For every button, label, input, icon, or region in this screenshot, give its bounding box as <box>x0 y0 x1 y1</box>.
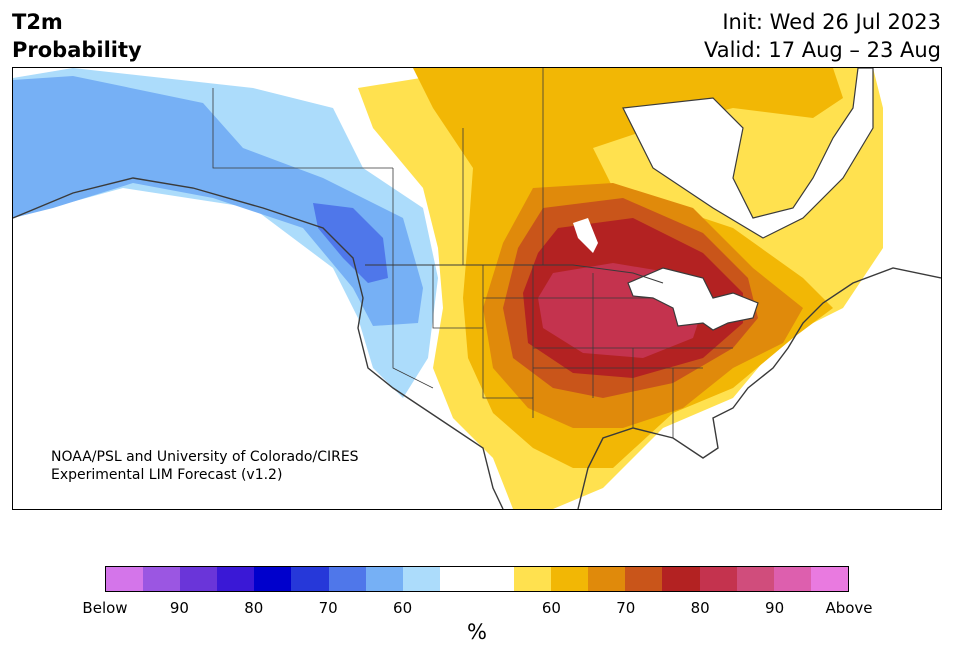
colorbar-segment <box>551 567 589 591</box>
us-canada-border <box>365 264 664 284</box>
colorbar-tick-label: Below <box>82 599 128 617</box>
credit-line-1: NOAA/PSL and University of Colorado/CIRE… <box>51 449 359 465</box>
colorbar-segment <box>254 567 292 591</box>
colorbar <box>105 566 849 592</box>
colorbar-segment <box>773 567 811 591</box>
colorbar-segment <box>106 567 144 591</box>
colorbar-tick-label: 60 <box>393 599 413 617</box>
colorbar-tick-label: 70 <box>616 599 636 617</box>
colorbar-segment <box>810 567 848 591</box>
credit-text: NOAA/PSL and University of Colorado/CIRE… <box>51 448 359 484</box>
colorbar-tick-label: 60 <box>541 599 561 617</box>
colorbar-segment <box>402 567 440 591</box>
colorbar-segment <box>365 567 403 591</box>
colorbar-tick-label: 90 <box>765 599 785 617</box>
below-70-region <box>13 76 423 326</box>
forecast-dates: Init: Wed 26 Jul 2023 Valid: 17 Aug – 23… <box>704 8 941 64</box>
colorbar-tick-label: Above <box>825 599 873 617</box>
colorbar-segment <box>180 567 218 591</box>
colorbar-tick-label: 80 <box>244 599 264 617</box>
great-lakes <box>627 267 759 331</box>
probability-map: NOAA/PSL and University of Colorado/CIRE… <box>12 67 942 510</box>
variable-title: T2m <box>12 10 63 34</box>
below-80-region <box>313 203 388 283</box>
colorbar-segment <box>588 567 626 591</box>
colorbar-tick-label: 70 <box>318 599 338 617</box>
colorbar-segment <box>328 567 366 591</box>
colorbar-segment <box>514 567 552 591</box>
colorbar-segment <box>662 567 700 591</box>
lake-winnipeg <box>573 218 598 253</box>
colorbar-segment <box>476 567 515 591</box>
valid-date: Valid: 17 Aug – 23 Aug <box>703 38 941 62</box>
colorbar-segment <box>439 567 477 591</box>
colorbar-segment <box>699 567 737 591</box>
colorbar-segment <box>736 567 774 591</box>
colorbar-segment <box>291 567 329 591</box>
west-coastline <box>13 177 504 509</box>
state-borders <box>212 68 733 438</box>
credit-line-2: Experimental LIM Forecast (v1.2) <box>51 467 283 483</box>
init-date: Init: Wed 26 Jul 2023 <box>722 10 941 34</box>
colorbar-tick-label: 80 <box>690 599 710 617</box>
colorbar-unit: % <box>467 620 487 644</box>
east-coastline <box>577 267 941 509</box>
colorbar-segment <box>625 567 663 591</box>
kind-title: Probability <box>12 38 142 62</box>
colorbar-tick-label: 90 <box>169 599 189 617</box>
hudson-bay <box>622 68 874 239</box>
map-title: T2m Probability <box>12 8 142 64</box>
colorbar-segment <box>143 567 181 591</box>
colorbar-segment <box>217 567 255 591</box>
map-graphic: NOAA/PSL and University of Colorado/CIRE… <box>13 68 941 509</box>
